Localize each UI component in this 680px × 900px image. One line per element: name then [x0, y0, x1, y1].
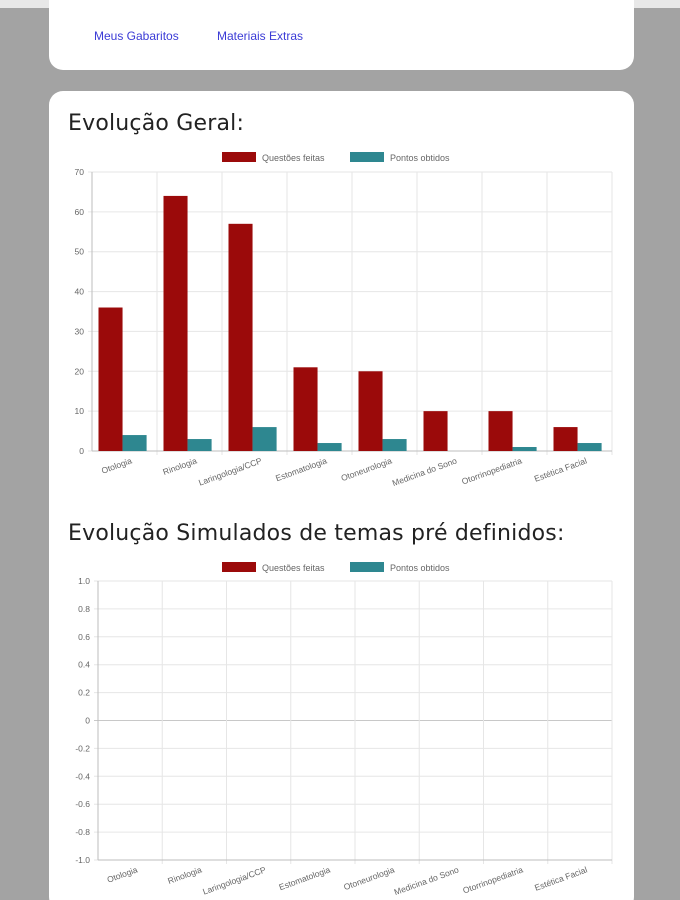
legend-item-questoes-feitas[interactable]: Questões feitas	[222, 562, 325, 573]
legend-item-questoes-feitas[interactable]: Questões feitas	[222, 152, 325, 163]
y-tick-label: -0.4	[75, 771, 90, 781]
x-tick-label: Otorrinopediatria	[461, 864, 524, 895]
bar-questoes-feitas-estomatologia[interactable]	[293, 367, 318, 451]
y-tick-label: 0.6	[78, 632, 90, 642]
bar-questoes-feitas-estetica-facial[interactable]	[553, 427, 578, 451]
y-tick-label: -0.8	[75, 827, 90, 837]
nav-link-materiais-extras[interactable]: Materiais Extras	[217, 29, 304, 43]
x-tick-label: Otoneurologia	[340, 455, 394, 483]
legend-swatch	[222, 152, 256, 162]
y-tick-label: 0	[79, 446, 84, 456]
bar-questoes-feitas-otorrinopediatria[interactable]	[488, 411, 513, 451]
x-tick-label: Otorrinopediatria	[460, 455, 523, 486]
bar-pontos-obtidos-otoneurologia[interactable]	[382, 439, 407, 451]
chart-legend: Questões feitas Pontos obtidos	[222, 152, 450, 163]
legend-swatch	[222, 562, 256, 572]
chart-evolucao-simulados: Questões feitas Pontos obtidos 1.0 0.8 0.6 0.…	[75, 562, 613, 897]
y-tick-label: 0	[85, 716, 90, 726]
x-tick-label: Estética Facial	[533, 864, 588, 892]
legend-label: Pontos obtidos	[390, 153, 450, 163]
y-tick-label: 0.8	[78, 604, 90, 614]
y-tick-label: -0.2	[75, 743, 90, 753]
legend-swatch	[350, 152, 384, 162]
bar-pontos-obtidos-estetica-facial[interactable]	[577, 443, 602, 451]
x-tick-label: Estética Facial	[533, 455, 588, 483]
nav-card: Meus Gabaritos Materiais Extras	[49, 0, 634, 70]
legend-item-pontos-obtidos[interactable]: Pontos obtidos	[350, 152, 450, 163]
chart-legend: Questões feitas Pontos obtidos	[222, 562, 450, 573]
y-tick-label: 30	[75, 326, 85, 336]
legend-item-pontos-obtidos[interactable]: Pontos obtidos	[350, 562, 450, 573]
y-tick-label: 20	[75, 366, 85, 376]
chart-title-evolucao-simulados: Evolução Simulados de temas pré definido…	[68, 521, 565, 546]
legend-label: Pontos obtidos	[390, 563, 450, 573]
y-tick-label: -0.6	[75, 799, 90, 809]
y-tick-label: 60	[75, 207, 85, 217]
x-tick-label: Laringologia/CCP	[201, 864, 267, 896]
y-tick-label: 70	[75, 167, 85, 177]
bar-questoes-feitas-laringologia-ccp[interactable]	[228, 223, 253, 451]
y-tick-label: 40	[75, 287, 85, 297]
y-tick-label: 50	[75, 247, 85, 257]
x-tick-label: Rinologia	[166, 864, 203, 886]
bar-questoes-feitas-rinologia[interactable]	[163, 195, 188, 451]
x-tick-label: Laringologia/CCP	[197, 455, 263, 487]
y-tick-label: 10	[75, 406, 85, 416]
bar-pontos-obtidos-otorrinopediatria[interactable]	[512, 447, 537, 451]
x-tick-label: Otologia	[106, 864, 139, 884]
bar-pontos-obtidos-laringologia-ccp[interactable]	[252, 427, 277, 451]
y-tick-label: 0.4	[78, 660, 90, 670]
y-tick-label: -1.0	[75, 855, 90, 865]
legend-label: Questões feitas	[262, 153, 325, 163]
bar-pontos-obtidos-estomatologia[interactable]	[317, 443, 342, 451]
x-tick-label: Estomatologia	[278, 864, 332, 892]
bar-pontos-obtidos-otologia[interactable]	[122, 435, 147, 451]
bar-questoes-feitas-otologia[interactable]	[98, 307, 123, 451]
evolution-card: Evolução Geral: Questões feitas Pontos ob…	[49, 91, 634, 900]
x-tick-label: Rinologia	[161, 455, 198, 477]
y-tick-label: 0.2	[78, 688, 90, 698]
x-tick-label: Estomatologia	[274, 455, 328, 483]
y-tick-label: 1.0	[78, 576, 90, 586]
chart-title-evolucao-geral: Evolução Geral:	[68, 111, 245, 136]
bar-questoes-feitas-otoneurologia[interactable]	[358, 371, 383, 451]
legend-swatch	[350, 562, 384, 572]
bar-questoes-feitas-medicina-do-sono[interactable]	[423, 411, 448, 451]
x-tick-label: Medicina do Sono	[393, 864, 461, 897]
x-tick-label: Otoneurologia	[342, 864, 396, 892]
bar-pontos-obtidos-rinologia[interactable]	[187, 439, 212, 451]
x-tick-label: Otologia	[100, 455, 133, 475]
x-tick-label: Medicina do Sono	[391, 455, 459, 488]
nav-link-meus-gabaritos[interactable]: Meus Gabaritos	[94, 29, 179, 43]
legend-label: Questões feitas	[262, 563, 325, 573]
chart-evolucao-geral: Questões feitas Pontos obtidos 70 60 50 40 30 2…	[75, 152, 613, 488]
